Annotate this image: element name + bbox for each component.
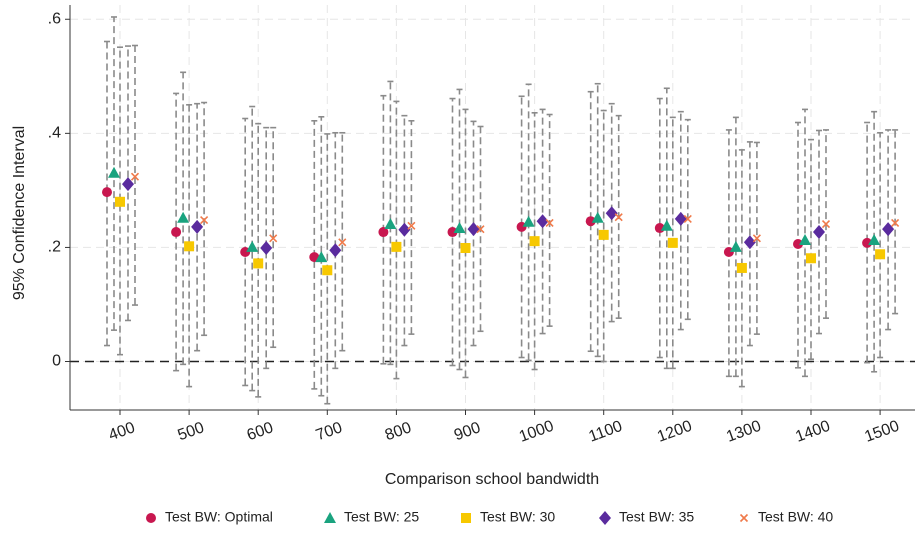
point (269, 234, 278, 243)
point (177, 211, 190, 223)
x-tick-label: 1000 (517, 418, 556, 446)
point (868, 234, 881, 246)
legend-marker (461, 513, 471, 523)
point (453, 222, 466, 234)
legend-label: Test BW: 40 (758, 509, 833, 525)
point (605, 206, 618, 221)
point (322, 265, 333, 276)
point (585, 216, 596, 227)
point (391, 241, 402, 252)
point (536, 214, 549, 229)
y-axis-title: 95% Confidence Interval (11, 126, 28, 300)
point (882, 222, 895, 237)
x-tick-label: 600 (245, 419, 276, 444)
x-tick-label: 900 (452, 419, 483, 444)
legend: Test BW: Optimal Test BW: 25 Test BW: 30 Te… (146, 509, 833, 525)
point (598, 229, 609, 240)
point (862, 237, 873, 248)
point (246, 240, 259, 252)
point (476, 225, 485, 234)
point (338, 238, 347, 247)
legend-label: Test BW: Optimal (165, 509, 273, 525)
point (130, 172, 140, 181)
point (171, 227, 182, 238)
y-tick-label: .2 (48, 239, 61, 256)
point (891, 218, 900, 227)
legend-label: Test BW: 35 (619, 509, 694, 525)
point (329, 243, 342, 258)
point (667, 237, 678, 248)
point (522, 215, 535, 227)
x-tick-label: 500 (176, 419, 207, 444)
point (545, 218, 554, 227)
point (115, 196, 125, 207)
point (729, 240, 742, 252)
point (660, 219, 673, 231)
point (529, 236, 540, 247)
point (447, 227, 458, 238)
legend-label: Test BW: 30 (480, 509, 555, 525)
point (460, 243, 471, 253)
x-tick-label: 700 (314, 419, 345, 444)
y-tick-label: .6 (48, 10, 61, 27)
point (806, 253, 816, 264)
point (253, 258, 264, 269)
x-axis-title: Comparison school bandwidth (385, 471, 599, 488)
point (736, 262, 747, 273)
x-tick-label: 1400 (793, 418, 832, 446)
x-tick-label: 1300 (724, 418, 763, 446)
point (191, 219, 204, 234)
legend-marker (739, 513, 749, 523)
point (591, 211, 604, 223)
point (467, 222, 480, 237)
legend-label: Test BW: 25 (344, 509, 419, 525)
legend-marker (146, 513, 156, 523)
point (407, 221, 416, 230)
point (108, 166, 120, 178)
point (398, 222, 411, 237)
x-tick-label: 1200 (655, 418, 694, 446)
point (821, 219, 831, 229)
legend-marker (324, 512, 336, 523)
point (683, 214, 692, 223)
x-tick-label: 800 (383, 419, 414, 444)
point (122, 177, 134, 192)
point (378, 227, 389, 238)
point (752, 234, 761, 243)
x-tick-label: 1100 (587, 418, 625, 446)
point (102, 187, 112, 198)
point (384, 218, 397, 230)
point (875, 249, 886, 260)
point (813, 225, 825, 240)
point (793, 239, 803, 250)
y-tick-label: .4 (48, 125, 61, 142)
point (674, 211, 687, 226)
point (799, 234, 811, 246)
point (260, 241, 273, 255)
x-tick-label: 400 (106, 419, 137, 444)
x-tick-label: 1500 (862, 418, 901, 446)
legend-marker (599, 511, 611, 525)
point (614, 213, 623, 222)
point (184, 241, 195, 252)
point (315, 251, 328, 263)
point (200, 215, 209, 225)
y-tick-label: 0 (52, 353, 61, 370)
point (743, 235, 756, 250)
